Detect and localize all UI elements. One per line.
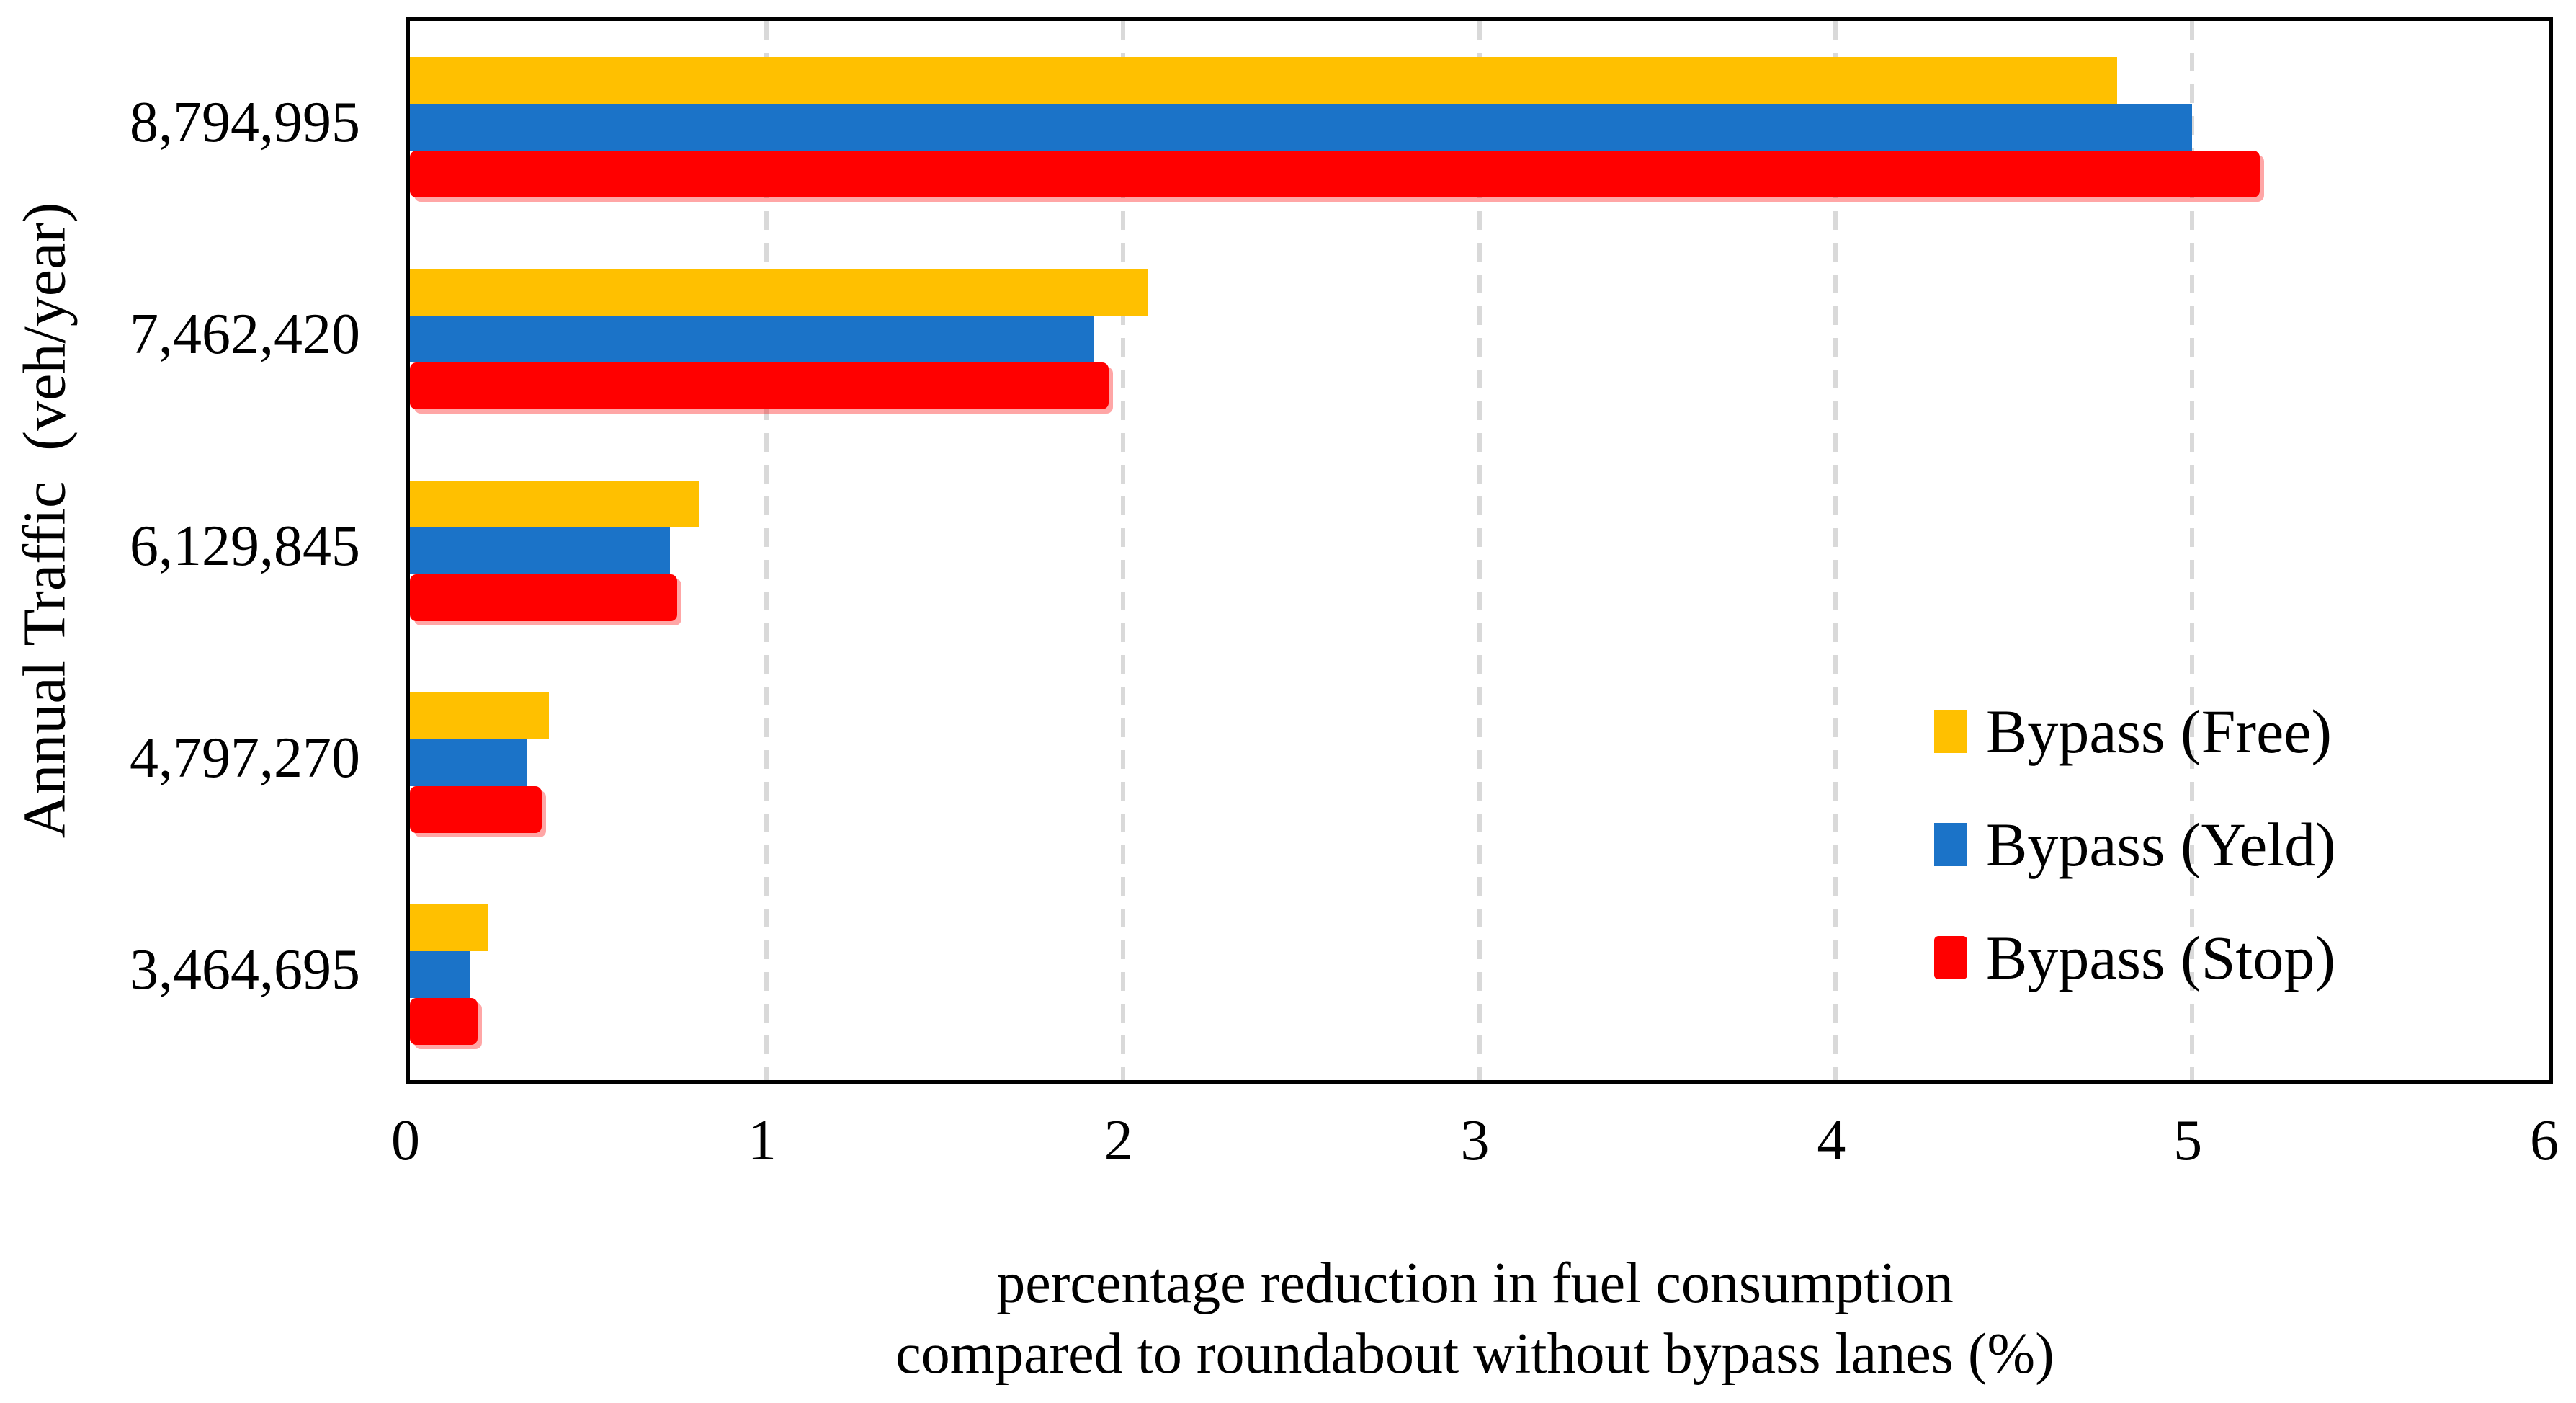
- x-tick-2: 2: [1104, 1109, 1133, 1172]
- bar-bypass-stop-cat1: [410, 362, 1109, 409]
- bar-bypass-free-cat2: [410, 480, 699, 527]
- x-tick-0: 0: [391, 1109, 420, 1172]
- gridline-x1: [764, 21, 769, 1080]
- gridline-x5: [2190, 21, 2195, 1080]
- bar-bypass-stop-cat2: [410, 574, 678, 621]
- bar-bypass-stop-cat0: [410, 150, 2260, 197]
- bar-bypass-free-cat1: [410, 268, 1148, 316]
- y-label-1: 7,462,420: [130, 303, 360, 366]
- gridline-x3: [1477, 21, 1482, 1080]
- y-label-4: 3,464,695: [130, 938, 360, 1002]
- legend-swatch-icon: [1934, 710, 1967, 753]
- bar-bypass-yeld-cat0: [410, 103, 2193, 151]
- bar-bypass-yeld-cat4: [410, 950, 471, 998]
- legend-swatch-icon: [1934, 823, 1967, 866]
- bar-bypass-yeld-cat2: [410, 527, 671, 574]
- legend-item-2: Bypass (Stop): [1934, 914, 2335, 1001]
- bar-bypass-free-cat4: [410, 904, 488, 951]
- bar-bypass-free-cat0: [410, 56, 2118, 104]
- x-axis-title: percentage reduction in fuel consumption…: [406, 1248, 2544, 1389]
- bar-bypass-stop-cat3: [410, 785, 542, 833]
- x-tick-3: 3: [1460, 1109, 1490, 1172]
- x-axis-title-line1: percentage reduction in fuel consumption: [996, 1252, 1954, 1315]
- legend-item-1: Bypass (Yeld): [1934, 801, 2336, 888]
- x-tick-4: 4: [1817, 1109, 1846, 1172]
- plot-area: [406, 17, 2553, 1084]
- y-axis-title: Annual Traffic (veh/year): [11, 202, 79, 839]
- bar-bypass-yeld-cat3: [410, 739, 528, 786]
- legend-item-0: Bypass (Free): [1934, 688, 2332, 775]
- y-label-3: 4,797,270: [130, 726, 360, 790]
- bar-bypass-yeld-cat1: [410, 315, 1095, 362]
- legend-label: Bypass (Free): [1986, 697, 2333, 766]
- x-tick-1: 1: [747, 1109, 777, 1172]
- y-label-0: 8,794,995: [130, 91, 360, 154]
- bar-bypass-free-cat3: [410, 692, 549, 739]
- legend-label: Bypass (Yeld): [1986, 810, 2336, 879]
- y-label-2: 6,129,845: [130, 515, 360, 578]
- legend-label: Bypass (Stop): [1986, 923, 2335, 992]
- x-tick-5: 5: [2173, 1109, 2203, 1172]
- legend-swatch-icon: [1934, 936, 1967, 979]
- gridline-x2: [1120, 21, 1125, 1080]
- gridline-x4: [1833, 21, 1838, 1080]
- x-axis-title-line2: compared to roundabout without bypass la…: [895, 1322, 2054, 1386]
- x-tick-6: 6: [2530, 1109, 2559, 1172]
- bar-bypass-stop-cat4: [410, 997, 478, 1045]
